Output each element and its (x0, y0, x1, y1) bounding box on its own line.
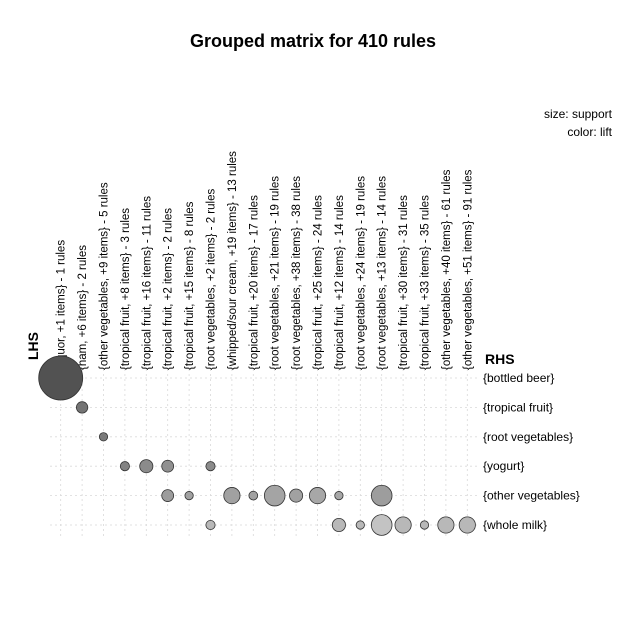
matrix-bubble (161, 459, 175, 473)
chart-title: Grouped matrix for 410 rules (190, 31, 436, 51)
lhs-group-label: {root vegetables, +13 items} - 14 rules (377, 176, 389, 370)
lhs-group-label: {tropical fruit, +30 items} - 31 rules (398, 195, 410, 370)
matrix-bubble (38, 355, 84, 401)
matrix-bubble (289, 488, 304, 503)
matrix-bubble (419, 520, 430, 530)
lhs-group-label: {root vegetables, +38 items} - 38 rules (291, 176, 303, 370)
matrix-bubble (334, 491, 344, 501)
lhs-group-label: {liquor, +1 items} - 1 rules (56, 240, 68, 370)
matrix-bubble (458, 516, 476, 534)
matrix-bubble (370, 484, 393, 507)
matrix-bubble (205, 461, 216, 472)
lhs-group-label: {tropical fruit, +8 items} - 3 rules (120, 208, 132, 370)
lhs-group-label: {other vegetables, +9 items} - 5 rules (99, 182, 111, 370)
lhs-group-label: {whipped/sour cream, +19 items} - 13 rul… (227, 151, 239, 370)
lhs-group-label: {ham, +6 items} - 2 rules (77, 245, 89, 370)
lhs-group-label: {root vegetables, +2 items} - 2 rules (206, 189, 218, 370)
lhs-group-label: {other vegetables, +51 items} - 91 rules (462, 169, 474, 370)
legend-size-label: size: support (544, 107, 613, 121)
matrix-bubble (184, 491, 194, 501)
matrix-bubble (263, 484, 286, 507)
matrix-bubble (75, 401, 89, 414)
rhs-item-label: {whole milk} (483, 518, 547, 532)
rhs-item-label: {other vegetables} (483, 489, 580, 503)
matrix-bubble (394, 516, 412, 534)
matrix-bubble (161, 489, 175, 502)
points-layer (38, 355, 476, 536)
matrix-bubble (223, 487, 241, 505)
matrix-bubble (437, 516, 455, 534)
matrix-bubble (248, 490, 259, 501)
rhs-item-label: {bottled beer} (483, 371, 554, 385)
matrix-bubble (370, 514, 393, 536)
rhs-axis-title: RHS (485, 351, 515, 367)
matrix-bubble (331, 518, 346, 533)
rhs-item-label: {root vegetables} (483, 430, 573, 444)
lhs-group-label: {other vegetables, +40 items} - 61 rules (441, 169, 453, 370)
matrix-bubble (355, 520, 365, 530)
matrix-bubble (119, 461, 130, 472)
lhs-axis-title: LHS (25, 332, 41, 360)
lhs-group-label: {root vegetables, +21 items} - 19 rules (270, 176, 282, 370)
matrix-bubble (98, 432, 109, 442)
matrix-bubble (139, 459, 154, 474)
lhs-group-label: {tropical fruit, +33 items} - 35 rules (420, 195, 432, 370)
lhs-group-label: {tropical fruit, +12 items} - 14 rules (334, 195, 346, 370)
matrix-bubble (308, 487, 327, 505)
rhs-item-label: {tropical fruit} (483, 400, 553, 414)
lhs-group-label: {tropical fruit, +2 items} - 2 rules (163, 208, 175, 370)
lhs-group-label: {tropical fruit, +16 items} - 11 rules (141, 196, 153, 370)
grid-layer (50, 364, 478, 539)
lhs-group-label: {tropical fruit, +20 items} - 17 rules (248, 195, 260, 370)
matrix-bubble (205, 519, 216, 531)
legend-color-label: color: lift (567, 125, 612, 139)
rhs-item-label: {yogurt} (483, 459, 524, 473)
lhs-group-label: {tropical fruit, +15 items} - 8 rules (184, 201, 196, 370)
lhs-label-group: {liquor, +1 items} - 1 rules {ham, +6 ite… (56, 151, 475, 370)
lhs-group-label: {root vegetables, +24 items} - 19 rules (355, 176, 367, 370)
rhs-label-group: {bottled beer} {tropical fruit} {root vege… (483, 371, 580, 532)
lhs-group-label: {tropical fruit, +25 items} - 24 rules (313, 195, 325, 370)
